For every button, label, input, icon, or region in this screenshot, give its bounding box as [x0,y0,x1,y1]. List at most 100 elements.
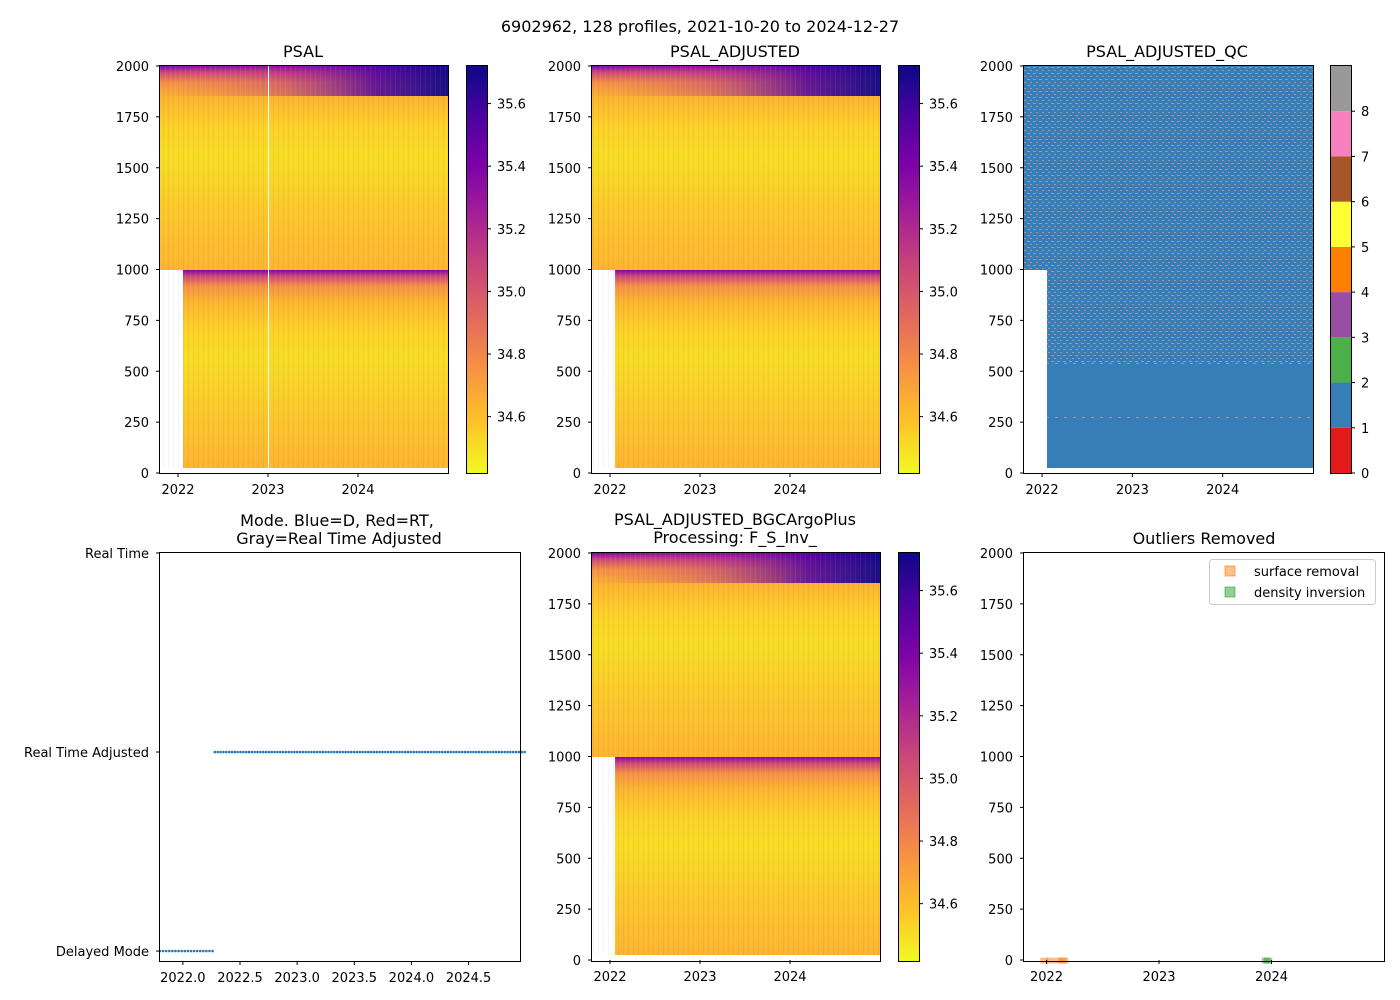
outlier-point [1040,957,1049,964]
panel-psal-adjusted: PSAL_ADJUSTED 0 250 500 750 1000 1250 1500 1750… [548,42,958,498]
y-tick-label: 1000 [548,751,581,766]
mode-point [330,750,333,754]
qc-mid [1047,270,1313,362]
mode-point [523,750,526,754]
x-tick-label: 2023 [683,483,716,498]
mode-point [315,750,319,754]
mode-point [259,750,262,754]
x-tick-label: 2024 [1255,970,1288,985]
mode-point [503,750,506,754]
y-tick-label: 750 [988,801,1013,816]
x-tick-label: 2022 [161,483,194,498]
colorbar: 34.6 34.8 35.0 35.2 35.4 35.6 [898,552,958,962]
colorbar-tick-label: 3 [1361,331,1369,346]
mode-point [486,750,489,754]
colorbar-tick-label: 34.6 [497,411,526,426]
y-tick-label: 1000 [980,264,1013,279]
mode-point [211,949,214,953]
legend-marker-surface-removal [1224,565,1236,577]
y-tick-label: 1750 [548,111,581,126]
mode-point [281,750,285,754]
mode-point [443,750,447,754]
mode-point [489,750,492,754]
mode-point [355,750,359,754]
y-tick-label: 1500 [980,162,1013,177]
mode-point [230,750,234,754]
mode-point [426,750,430,754]
mode-point [386,750,390,754]
mode-point [216,750,219,754]
y-tick-label: 250 [556,903,581,918]
y-tick-label: 1500 [116,162,149,177]
x-axis: 2022 2023 2024 [161,473,375,498]
mode-point [161,949,165,953]
colorbar-frame [1330,65,1352,474]
y-tick-label: 750 [988,314,1013,329]
mode-point [224,750,228,754]
mode-point [361,750,364,754]
x-tick-label: 2023 [1116,483,1149,498]
x-tick-label: 2022 [593,483,626,498]
panel-psal: PSAL 0 250 500 750 1000 1250 1500 1750 2000 2022… [116,42,526,498]
legend-label-density-inversion: density inversion [1254,586,1365,601]
colorbar-tick-label: 34.6 [929,411,958,426]
mode-point [171,949,174,953]
y-tick-label: 1250 [548,213,581,228]
mode-point [364,750,367,754]
y-tick-label: 0 [141,467,149,482]
mode-point [270,750,273,754]
mode-point [201,949,205,953]
mode-point [517,750,521,754]
y-tick-label: 250 [124,416,149,431]
colorbar-tick-label: 35.0 [929,772,958,787]
colorbar-swatch [1331,246,1351,293]
y-axis: Delayed Mode Real Time Adjusted Real Time [24,547,160,960]
colorbar-tick-label: 35.2 [929,710,958,725]
y-tick-label: 500 [124,365,149,380]
figure-suptitle: 6902962, 128 profiles, 2021-10-20 to 202… [501,17,899,36]
mode-point [455,750,458,754]
mode-point [401,750,404,754]
mode-point [244,750,248,754]
mode-point [492,750,495,754]
x-tick-label: 2022 [1026,483,1059,498]
mode-point [180,949,183,953]
mode-point [273,750,276,754]
mode-point [349,750,353,754]
y-tick-label: 750 [124,314,149,329]
y-tick-label: 1750 [116,111,149,126]
panel-title: PSAL_ADJUSTED [670,42,800,62]
panel-mode: Mode. Blue=D, Red=RT, Gray=Real Time Adj… [24,511,526,986]
y-tick-label: 0 [1005,954,1013,969]
mode-point [174,949,177,953]
mode-point [403,750,407,754]
mode-point [460,750,464,754]
x-tick-label: 2022.5 [217,971,263,986]
y-tick-label: 500 [556,852,581,867]
mode-point [256,750,259,754]
x-tick-label: 2023 [1142,970,1175,985]
x-axis: 2022 2023 2024 [593,960,807,985]
colorbar-swatch [1331,111,1351,157]
x-tick-label: 2024.5 [446,971,492,986]
y-tick-label: 1000 [116,264,149,279]
outlier-points [1040,957,1273,964]
colorbar-gradient [466,65,488,474]
y-tick-label: 2000 [980,60,1013,75]
y-tick-label: 500 [556,365,581,380]
mode-point [313,750,316,754]
mode-point [347,750,350,754]
qc-band-1750 [1047,413,1313,421]
mode-point [389,750,393,754]
colorbar-swatch [1331,156,1351,202]
colorbar-tick-label: 8 [1361,105,1369,120]
mode-point [213,750,217,754]
y-tick-label: Delayed Mode [56,945,149,960]
mode-point [474,750,478,754]
y-axis: 0 250 500 750 1000 1250 1500 1750 2000 [548,547,592,969]
mode-point [293,750,296,754]
y-tick-label: 500 [988,852,1013,867]
y-tick-label: 1500 [548,649,581,664]
colorbar-tick-label: 35.4 [929,647,958,662]
